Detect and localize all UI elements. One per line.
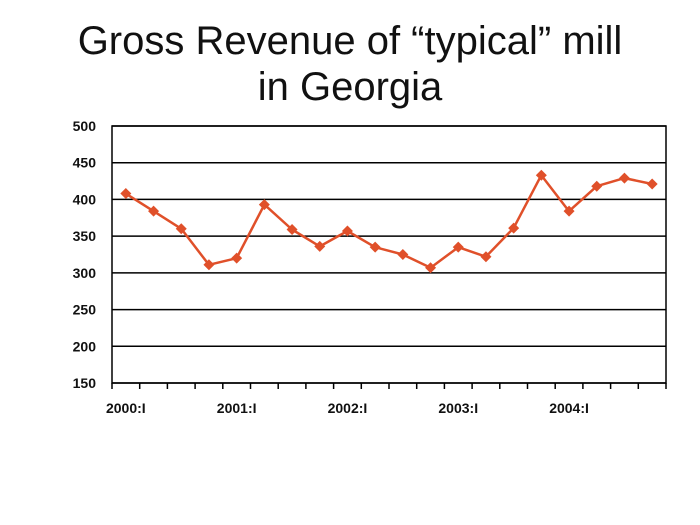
x-tick-label-1: 2001:I [217, 400, 257, 416]
y-tick-label-350: 350 [73, 228, 97, 244]
data-point-2004-I [563, 205, 575, 217]
data-point-2003-IV [535, 169, 547, 181]
data-point-2002-II [369, 241, 381, 253]
y-tick-label-200: 200 [73, 338, 97, 354]
x-tick-label-0: 2000:I [106, 400, 146, 416]
data-point-2003-III [508, 222, 520, 234]
data-point-2000-II [148, 205, 160, 217]
data-point-2000-III [175, 223, 187, 235]
data-point-2004-IV [646, 178, 658, 190]
y-tick-label-150: 150 [73, 375, 97, 391]
data-point-2002-IV [425, 262, 437, 274]
data-point-2002-III [397, 249, 409, 260]
data-point-2004-III [618, 172, 630, 184]
x-tick-label-4: 2004:I [549, 400, 589, 416]
data-point-2003-II [480, 251, 492, 263]
data-point-2004-II [591, 180, 603, 192]
data-point-2001-I [231, 252, 243, 264]
chart-title-line-1: Gross Revenue of “typical” mill [77, 19, 623, 63]
data-point-2002-I [341, 225, 353, 237]
y-tick-label-300: 300 [73, 265, 97, 281]
x-tick-label-2: 2002:I [328, 400, 368, 416]
data-point-2001-IV [314, 240, 326, 252]
data-point-2001-II [258, 199, 270, 211]
data-point-2003-I [452, 241, 464, 253]
data-point-2001-III [286, 224, 298, 236]
data-point-2000-IV [203, 259, 215, 271]
plot-frame [111, 125, 667, 384]
data-point-2000-I [120, 188, 132, 200]
y-tick-label-250: 250 [73, 302, 97, 318]
chart-title: Gross Revenue of “typical” mill in Georg… [0, 18, 700, 110]
series-line-0 [125, 173, 653, 269]
y-tick-label-450: 450 [73, 155, 97, 171]
chart-title-line-2: in Georgia [257, 65, 443, 109]
x-tick-label-3: 2003:I [438, 400, 478, 416]
y-tick-label-400: 400 [73, 191, 97, 207]
y-tick-label-500: 500 [73, 118, 97, 134]
